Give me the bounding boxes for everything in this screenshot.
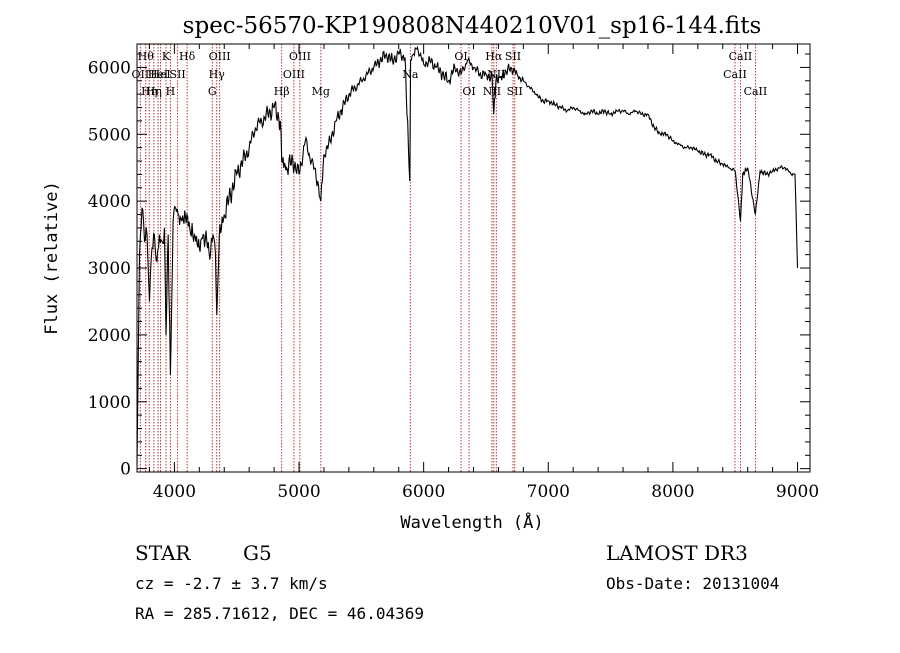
y-tick-label: 3000 bbox=[88, 259, 131, 279]
line-label-23: SII bbox=[505, 50, 521, 63]
spectral-line-labels: OIIHθHηHηHeIHeIKHSIIHδGHγOIIIHβOIIIOIIIM… bbox=[132, 50, 768, 98]
line-label-14: OIII bbox=[283, 68, 305, 81]
spectrum-series-line bbox=[136, 45, 799, 466]
x-tick-label: 4000 bbox=[153, 482, 196, 502]
line-label-7: H bbox=[166, 85, 176, 98]
line-label-8: SII bbox=[170, 68, 186, 81]
line-label-21: Hα bbox=[485, 50, 503, 63]
x-axis-ticks: 4000 5000 6000 7000 8000 9000 bbox=[148, 44, 819, 502]
y-axis-label: Flux (relative) bbox=[42, 181, 62, 335]
line-label-19: OI bbox=[462, 85, 475, 98]
line-label-10: G bbox=[208, 85, 217, 98]
line-label-25: CaII bbox=[723, 68, 747, 81]
line-label-13: Hβ bbox=[274, 85, 290, 98]
y-tick-label: 2000 bbox=[88, 326, 131, 346]
line-label-26: CaII bbox=[729, 50, 753, 63]
y-tick-label: 5000 bbox=[88, 125, 131, 145]
x-tick-label: 8000 bbox=[651, 482, 694, 502]
spectral-line-markers bbox=[139, 44, 756, 472]
survey-label: LAMOST DR3 bbox=[606, 541, 748, 565]
x-tick-label: 5000 bbox=[277, 482, 320, 502]
line-label-2: Hη bbox=[141, 85, 157, 98]
line-label-3: Hη bbox=[146, 85, 162, 98]
x-tick-label: 9000 bbox=[776, 482, 819, 502]
line-label-12: OIII bbox=[209, 50, 231, 63]
line-label-5: HeI bbox=[150, 68, 170, 81]
line-label-0: OII bbox=[132, 68, 150, 81]
line-label-15: OIII bbox=[289, 50, 311, 63]
line-label-24: SII bbox=[507, 85, 523, 98]
line-label-16: Mg bbox=[312, 85, 330, 98]
line-label-1: Hθ bbox=[138, 50, 155, 63]
y-tick-label: 4000 bbox=[88, 192, 131, 212]
line-label-20: NII bbox=[483, 85, 501, 98]
x-axis-label: Wavelength (Å) bbox=[400, 511, 543, 533]
y-tick-label: 6000 bbox=[88, 58, 131, 78]
y-tick-label: 1000 bbox=[88, 393, 131, 413]
line-label-11: Hγ bbox=[209, 68, 226, 81]
subclass-label: G5 bbox=[243, 541, 272, 565]
y-tick-label: 0 bbox=[120, 460, 131, 480]
redshift-text: cz = -2.7 ± 3.7 km/s bbox=[135, 574, 328, 593]
line-label-18: OI bbox=[454, 50, 467, 63]
line-label-9: Hδ bbox=[179, 50, 196, 63]
chart-title: spec-56570-KP190808N440210V01_sp16-144.f… bbox=[183, 13, 762, 39]
coordinates-text: RA = 285.71612, DEC = 46.04369 bbox=[135, 604, 424, 623]
x-tick-label: 7000 bbox=[527, 482, 570, 502]
y-axis-ticks: 0 1000 2000 3000 4000 5000 6000 bbox=[88, 53, 810, 480]
plot-frame bbox=[136, 43, 811, 473]
line-label-4: HeI bbox=[148, 68, 168, 81]
x-tick-label: 6000 bbox=[402, 482, 445, 502]
line-label-27: CaII bbox=[744, 85, 768, 98]
object-type-label: STAR bbox=[135, 541, 191, 565]
line-label-6: K bbox=[162, 50, 171, 63]
obs-date-text: Obs-Date: 20131004 bbox=[606, 574, 779, 593]
